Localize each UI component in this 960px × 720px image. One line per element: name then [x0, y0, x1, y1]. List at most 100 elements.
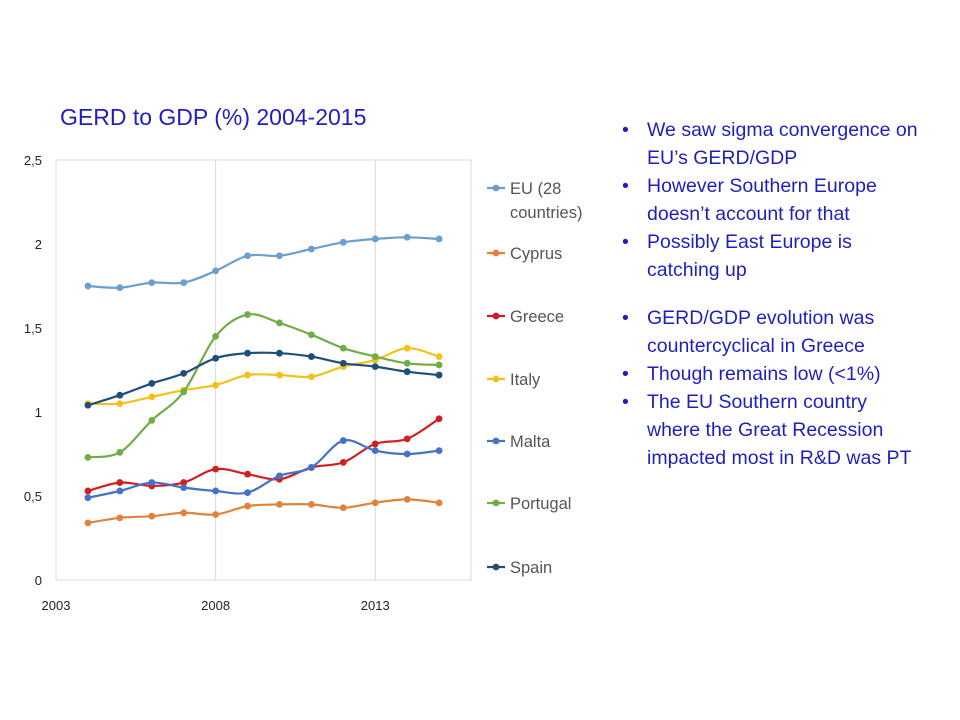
data-point-eu-28-countries: [148, 279, 156, 287]
bullet-text: Though remains low (<1%): [647, 363, 881, 385]
data-point-cyprus: [307, 501, 315, 508]
data-point-portugal: [307, 331, 315, 339]
data-point-greece: [212, 465, 220, 473]
data-point-cyprus: [339, 504, 347, 512]
data-point-cyprus: [371, 499, 379, 507]
data-point-greece: [435, 415, 443, 423]
bullet-text: catching up: [647, 259, 747, 281]
data-point-spain: [307, 353, 315, 360]
data-point-italy: [116, 400, 124, 407]
data-point-eu-28-countries: [339, 238, 347, 246]
data-point-malta: [307, 464, 315, 471]
data-point-eu-28-countries: [180, 279, 188, 287]
data-point-spain: [435, 371, 443, 379]
data-point-eu-28-countries: [116, 284, 124, 292]
data-point-greece: [371, 440, 379, 448]
data-point-cyprus: [212, 511, 220, 518]
legend-label-spain: Spain: [510, 559, 552, 577]
bullet-text: We saw sigma convergence on: [647, 119, 918, 141]
data-point-spain: [180, 369, 188, 377]
data-point-eu-28-countries: [371, 235, 379, 243]
bullet-item: GERD/GDP evolution was countercyclical in…: [620, 304, 950, 360]
data-point-portugal: [435, 361, 443, 369]
data-point-malta: [212, 487, 220, 495]
data-point-eu-28-countries: [276, 252, 283, 260]
bullet-text: EU’s GERD/GDP: [647, 147, 798, 169]
legend-label-cyprus: Cyprus: [510, 245, 562, 263]
data-point-greece: [244, 470, 251, 478]
bullet-item: We saw sigma convergence on EU’s GERD/GDP: [620, 116, 950, 172]
bullet-text: impacted most in R&D was PT: [647, 447, 912, 469]
data-point-spain: [339, 359, 347, 367]
y-tick-label: 2,5: [24, 153, 42, 168]
legend-marker-spain: [492, 563, 500, 571]
data-point-eu-28-countries: [212, 267, 220, 275]
data-point-malta: [148, 479, 156, 486]
legend-label-eu-28-countries: EU (28: [510, 180, 561, 198]
data-point-eu-28-countries: [307, 245, 315, 253]
legend-label-eu-28-countries: countries): [510, 204, 582, 222]
data-point-malta: [371, 447, 379, 455]
bullet-text: Possibly East Europe is: [647, 231, 852, 253]
data-point-spain: [276, 349, 283, 357]
data-point-italy: [403, 344, 411, 352]
series-line-eu-28-countries: [87, 236, 440, 289]
data-point-italy: [244, 371, 251, 379]
data-point-greece: [339, 459, 347, 466]
data-point-portugal: [276, 319, 283, 327]
bullet-text: doesn’t account for that: [647, 203, 850, 225]
series-line-malta: [87, 439, 440, 499]
data-point-portugal: [180, 388, 188, 396]
data-point-malta: [276, 472, 283, 480]
data-point-eu-28-countries: [403, 233, 411, 241]
data-point-cyprus: [180, 509, 188, 517]
bullet-text: countercyclical in Greece: [647, 335, 865, 357]
data-point-malta: [84, 494, 92, 502]
legend-label-portugal: Portugal: [510, 495, 571, 513]
data-point-malta: [435, 447, 443, 455]
data-point-italy: [435, 353, 443, 360]
data-point-malta: [244, 489, 251, 497]
data-point-malta: [180, 484, 188, 491]
data-point-spain: [116, 391, 124, 399]
data-point-italy: [148, 393, 156, 401]
data-point-italy: [212, 381, 220, 389]
data-point-portugal: [84, 453, 92, 461]
data-point-greece: [116, 479, 124, 486]
data-point-spain: [148, 380, 156, 387]
data-point-portugal: [339, 344, 347, 352]
legend-marker-cyprus: [492, 249, 500, 257]
data-point-portugal: [371, 353, 379, 360]
bullet-item: However Southern Europe doesn’t account f…: [620, 172, 950, 228]
data-point-cyprus: [84, 519, 92, 527]
bullet-list: We saw sigma convergence on EU’s GERD/GDP…: [620, 116, 950, 472]
data-point-cyprus: [244, 502, 251, 510]
data-point-malta: [403, 450, 411, 458]
bullet-text: GERD/GDP evolution was: [647, 307, 875, 329]
y-tick-label: 1,5: [24, 321, 42, 336]
data-point-spain: [84, 401, 92, 409]
y-tick-label: 1: [35, 405, 42, 420]
data-point-malta: [339, 437, 347, 444]
data-point-cyprus: [435, 499, 443, 507]
data-point-cyprus: [148, 512, 156, 520]
x-tick-label: 2003: [42, 598, 71, 613]
legend-marker-italy: [492, 375, 500, 383]
data-point-cyprus: [116, 514, 124, 522]
series-line-portugal: [87, 313, 440, 459]
bullet-text: The EU Southern country: [647, 391, 868, 413]
y-tick-label: 2: [35, 237, 42, 252]
data-point-portugal: [212, 333, 220, 340]
data-point-greece: [403, 435, 411, 443]
data-point-spain: [371, 363, 379, 371]
data-point-portugal: [148, 417, 156, 424]
data-point-spain: [212, 354, 220, 362]
data-point-portugal: [403, 359, 411, 367]
data-point-portugal: [116, 448, 124, 456]
x-tick-label: 2008: [201, 598, 230, 613]
legend-marker-portugal: [492, 499, 500, 507]
chart-title: GERD to GDP (%) 2004-2015: [60, 104, 367, 130]
bullet-item: Possibly East Europe is catching up: [620, 228, 950, 284]
y-tick-label: 0: [35, 573, 42, 588]
